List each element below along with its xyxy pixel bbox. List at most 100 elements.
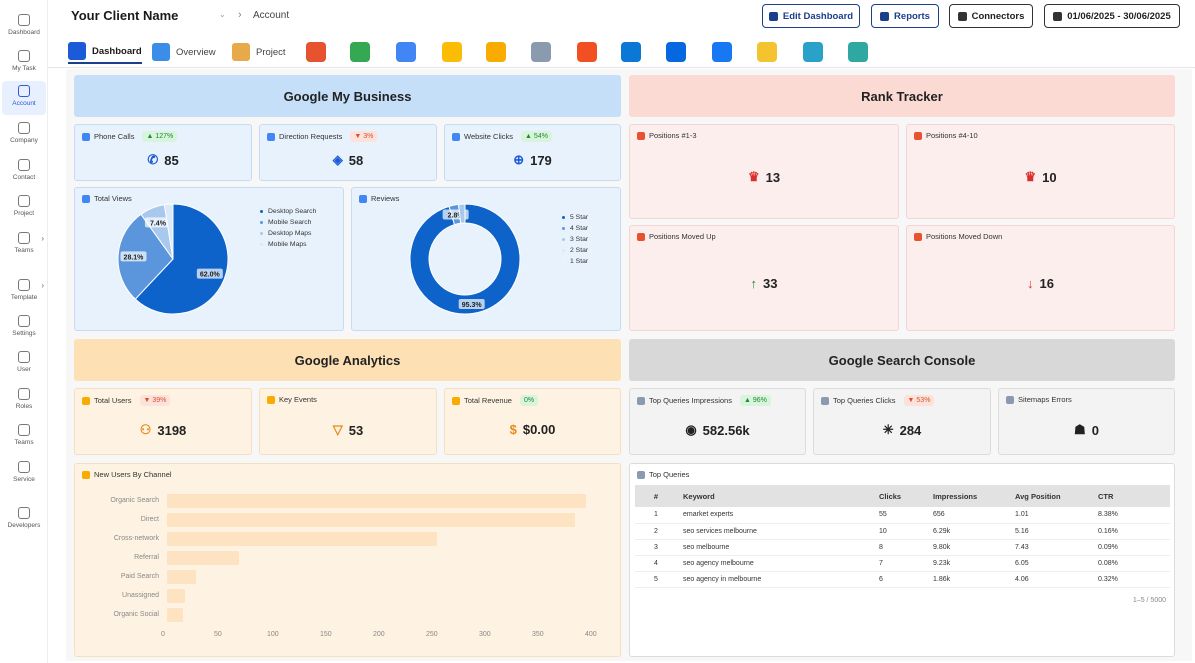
google-ads-icon[interactable] [442, 42, 462, 62]
chevron-down-icon[interactable]: ⌄ [219, 10, 226, 19]
legend-label: Desktop Search [268, 208, 317, 215]
col-clicks[interactable]: Clicks [873, 485, 927, 507]
legend-item[interactable]: 1 Star [562, 256, 588, 267]
sidebar-item-service[interactable]: Service [2, 457, 46, 491]
google-business-icon[interactable] [396, 42, 416, 62]
website-clicks-card[interactable]: Website Clicks ▲ 54% ⊕ 179 [444, 124, 621, 181]
meta-ads-icon[interactable] [666, 42, 686, 62]
analytics-chart-icon[interactable] [306, 42, 326, 62]
bing-icon[interactable] [621, 42, 641, 62]
sidebar-item-developers[interactable]: Developers [2, 503, 46, 537]
tab-overview[interactable]: Overview [152, 40, 216, 64]
bar-unassigned[interactable] [167, 589, 186, 603]
breadcrumb: Account [253, 10, 290, 21]
legend-item[interactable]: 5 Star [562, 212, 588, 223]
sheets-icon[interactable] [757, 42, 777, 62]
positions-moved-down-card[interactable]: Positions Moved Down ↓ 16 [906, 225, 1175, 331]
positions-moved-up-card[interactable]: Positions Moved Up ↑ 33 [629, 225, 899, 331]
bar-referral[interactable] [167, 551, 240, 565]
data-studio-icon[interactable] [803, 42, 823, 62]
bar-paid-search[interactable] [167, 570, 196, 584]
top-queries-clicks-card[interactable]: Top Queries Clicks ▼ 53% ✳ 284 [813, 388, 991, 455]
edit-dashboard-button[interactable]: Edit Dashboard [762, 4, 860, 28]
bar-organic-search[interactable] [167, 494, 586, 508]
search-console-icon[interactable] [531, 42, 551, 62]
table-row[interactable]: 4 seo agency melbourne 7 9.23k 6.05 0.08% [635, 555, 1170, 572]
client-name[interactable]: Your Client Name [71, 8, 179, 23]
legend-item[interactable]: 3 Star [562, 234, 588, 245]
sitemaps-errors-card[interactable]: Sitemaps Errors ☗ 0 [998, 388, 1175, 455]
pie-slice-desktop-search[interactable] [134, 203, 229, 315]
col-rank[interactable]: # [635, 485, 677, 507]
table-row[interactable]: 3 seo melbourne 8 9.80k 7.43 0.09% [635, 539, 1170, 556]
table-row[interactable]: 2 seo services melbourne 10 6.29k 5.16 0.16% [635, 523, 1170, 540]
sidebar-item-company[interactable]: Company [2, 118, 46, 152]
legend-item[interactable]: 2 Star [562, 245, 588, 256]
pagination[interactable]: 1–5 / 5000 [1132, 597, 1166, 604]
bar-organic-social[interactable] [167, 608, 183, 622]
grid-icon [68, 42, 86, 60]
pie-slice-mobile-maps[interactable] [163, 203, 174, 260]
direction-requests-card[interactable]: Direction Requests ▼ 3% ◈ 58 [259, 124, 437, 181]
click-icon: ✳ [882, 422, 894, 437]
pie-slice-3-star[interactable] [457, 203, 466, 224]
legend-label: Mobile Maps [268, 241, 307, 248]
positions-4-10-card[interactable]: Positions #4-10 ♛ 10 [906, 124, 1175, 219]
facebook-icon[interactable] [712, 42, 732, 62]
bug-icon: ☗ [1074, 422, 1086, 437]
gmb-section-title: Google My Business [74, 75, 621, 117]
tab-project[interactable]: Project [232, 40, 286, 64]
date-range-button[interactable]: 01/06/2025 - 30/06/2025 [1044, 4, 1180, 28]
sidebar-item-settings[interactable]: Settings [2, 311, 46, 345]
new-users-by-channel-card[interactable]: New Users By Channel Organic Search Direc… [74, 463, 621, 657]
total-views-card[interactable]: Total Views 62.0% 28.1% 7.4% Desktop Searc… [74, 187, 344, 331]
microsoft-icon[interactable] [577, 42, 597, 62]
reports-button[interactable]: Reports [871, 4, 939, 28]
sidebar-item-teams-2[interactable]: Teams [2, 420, 46, 454]
key-events-card[interactable]: Key Events ▽ 53 [259, 388, 437, 455]
sidebar-item-teams[interactable]: Teams › [14, 232, 44, 254]
reviews-card[interactable]: Reviews 95.3% 2.8% 5 Star 4 Star 3 Star 2 St… [351, 187, 621, 331]
pie-slice-5-star[interactable] [409, 203, 521, 315]
google-maps-icon[interactable] [350, 42, 370, 62]
pagespeed-icon[interactable] [848, 42, 868, 62]
total-users-card[interactable]: Total Users ▼ 39% ⚇ 3198 [74, 388, 252, 455]
sidebar-item-user[interactable]: User [2, 347, 46, 381]
sidebar-item-project[interactable]: Project [2, 191, 46, 225]
gmb-icon [359, 194, 367, 203]
phone-calls-card[interactable]: Phone Calls ▲ 127% ✆ 85 [74, 124, 252, 181]
sidebar-item-contact[interactable]: Contact [2, 155, 46, 189]
total-revenue-card[interactable]: Total Revenue 0% $ $0.00 [444, 388, 621, 455]
top-queries-impressions-card[interactable]: Top Queries Impressions ▲ 96% ◉ 582.56k [629, 388, 806, 455]
arrow-down-icon: ↓ [1027, 276, 1034, 291]
bar-direct[interactable] [167, 513, 576, 527]
sidebar-item-template[interactable]: Template › [10, 279, 44, 301]
table-cell: 0.32% [1092, 571, 1170, 588]
connectors-button[interactable]: Connectors [949, 4, 1033, 28]
legend-item[interactable]: Desktop Maps [260, 228, 316, 239]
col-avg-position[interactable]: Avg Position [1009, 485, 1092, 507]
legend-item[interactable]: Mobile Maps [260, 239, 316, 250]
positions-1-3-card[interactable]: Positions #1-3 ♛ 13 [629, 124, 899, 219]
sidebar-item-dashboard[interactable]: Dashboard [2, 10, 46, 44]
col-ctr[interactable]: CTR [1092, 485, 1170, 507]
sidebar-item-account[interactable]: Account [2, 81, 46, 115]
sidebar-item-my-task[interactable]: My Task [2, 46, 46, 80]
col-impressions[interactable]: Impressions [927, 485, 1009, 507]
table-row[interactable]: 1 emarket experts 55 656 1.01 8.38% [635, 507, 1170, 524]
legend-item[interactable]: 4 Star [562, 223, 588, 234]
sidebar-item-roles[interactable]: Roles [2, 384, 46, 418]
svg-text:7.4%: 7.4% [150, 220, 167, 227]
user-icon: ⚇ [139, 422, 152, 437]
settings-icon [18, 315, 30, 327]
col-keyword[interactable]: Keyword [677, 485, 873, 507]
trend-badge: ▼ 53% [903, 395, 935, 406]
legend-item[interactable]: Mobile Search [260, 217, 316, 228]
legend-item[interactable]: Desktop Search [260, 206, 316, 217]
top-queries-card[interactable]: Top Queries # Keyword Clicks Impressions… [629, 463, 1175, 657]
tab-dashboard[interactable]: Dashboard [68, 40, 142, 64]
bar-cross-network[interactable] [167, 532, 438, 546]
task-icon [18, 50, 30, 62]
google-analytics-icon[interactable] [486, 42, 506, 62]
table-row[interactable]: 5 seo agency in melbourne 6 1.86k 4.06 0.32% [635, 571, 1170, 588]
